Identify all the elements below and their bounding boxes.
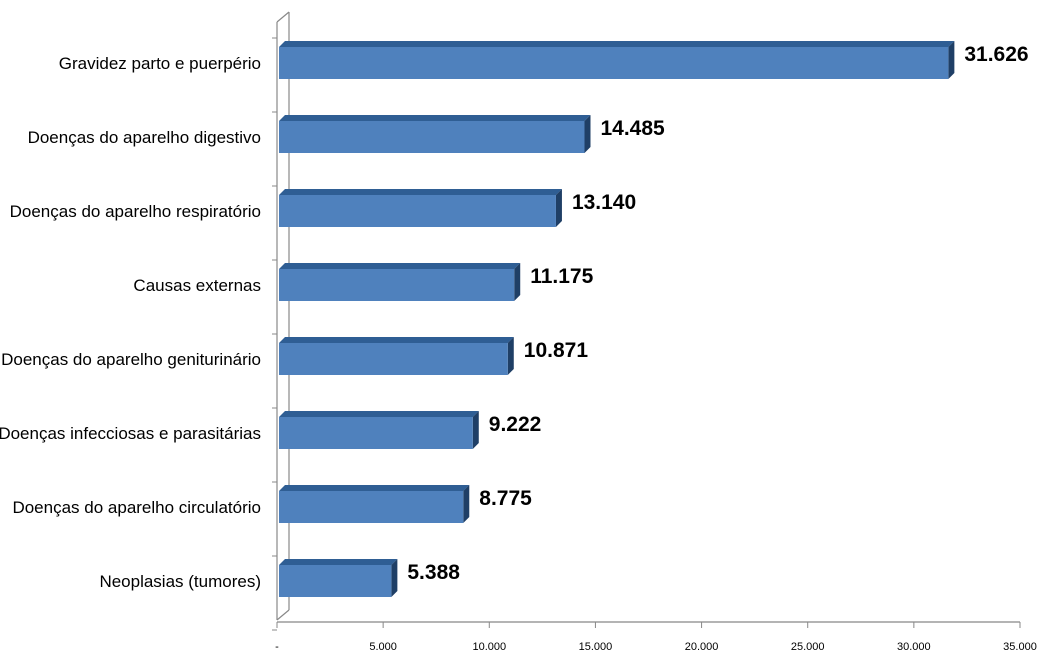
bar-front-face <box>279 565 392 597</box>
category-labels: Gravidez parto e puerpério Doenças do apa… <box>0 54 261 591</box>
bar-front-face <box>279 195 556 227</box>
bar-top-face <box>279 41 955 47</box>
x-tick-label: 20.000 <box>685 641 719 653</box>
bar-top-face <box>279 337 514 343</box>
value-label: 31.626 <box>964 43 1028 66</box>
chart-bars <box>279 41 955 597</box>
bar-front-face <box>279 343 508 375</box>
bar-front-face <box>279 269 515 301</box>
value-label: 8.775 <box>479 487 532 510</box>
bar-side-face <box>472 411 479 449</box>
x-tick-label: 30.000 <box>897 641 931 653</box>
category-label: Neoplasias (tumores) <box>99 572 261 591</box>
value-label: 14.485 <box>600 117 665 140</box>
value-label: 11.175 <box>530 265 593 288</box>
value-label: 5.388 <box>407 561 460 584</box>
category-label: Causas externas <box>133 276 261 295</box>
bar <box>279 115 591 153</box>
bar-top-face <box>279 411 479 417</box>
bar-top-face <box>279 485 470 491</box>
x-tick-label: - <box>275 641 279 653</box>
bar <box>279 263 521 301</box>
bar-side-face <box>948 41 955 79</box>
x-tick-labels: - 5.000 10.000 15.000 20.000 25.000 30.000 35.0… <box>275 641 1037 653</box>
bar-top-face <box>279 559 398 565</box>
bar <box>279 337 514 375</box>
bar-front-face <box>279 121 585 153</box>
value-labels: 31.626 14.485 13.140 11.175 10.871 9.222 8.775… <box>407 43 1028 584</box>
x-tick-label: 35.000 <box>1003 641 1037 653</box>
bar-side-face <box>514 263 521 301</box>
x-tick-label: 25.000 <box>791 641 825 653</box>
chart-axes <box>272 11 1021 631</box>
value-label: 13.140 <box>572 191 636 214</box>
bar-top-face <box>279 115 591 121</box>
category-label: Doenças do aparelho digestivo <box>28 128 261 147</box>
bar <box>279 189 562 227</box>
bar-top-face <box>279 263 521 269</box>
wall-top-edge <box>276 11 290 23</box>
bar-top-face <box>279 189 562 195</box>
category-label: Doenças do aparelho respiratório <box>10 202 261 221</box>
bar-front-face <box>279 491 464 523</box>
wall-bottom-edge <box>276 609 290 621</box>
category-label: Doenças infecciosas e parasitárias <box>0 424 261 443</box>
category-label: Doenças do aparelho geniturinário <box>1 350 261 369</box>
category-label: Gravidez parto e puerpério <box>59 54 261 73</box>
bar-side-face <box>584 115 591 153</box>
bar-side-face <box>391 559 398 597</box>
bar-front-face <box>279 417 473 449</box>
bar <box>279 41 955 79</box>
bar-side-face <box>507 337 514 375</box>
x-tick-label: 5.000 <box>369 641 397 653</box>
value-label: 9.222 <box>489 413 542 436</box>
bar <box>279 559 398 597</box>
category-label: Doenças do aparelho circulatório <box>12 498 261 517</box>
bar-side-face <box>555 189 562 227</box>
bar-side-face <box>463 485 470 523</box>
bar <box>279 411 479 449</box>
bar-front-face <box>279 47 949 79</box>
value-label: 10.871 <box>524 339 589 362</box>
x-tick-label: 15.000 <box>579 641 613 653</box>
x-tick-label: 10.000 <box>472 641 506 653</box>
bar <box>279 485 470 523</box>
